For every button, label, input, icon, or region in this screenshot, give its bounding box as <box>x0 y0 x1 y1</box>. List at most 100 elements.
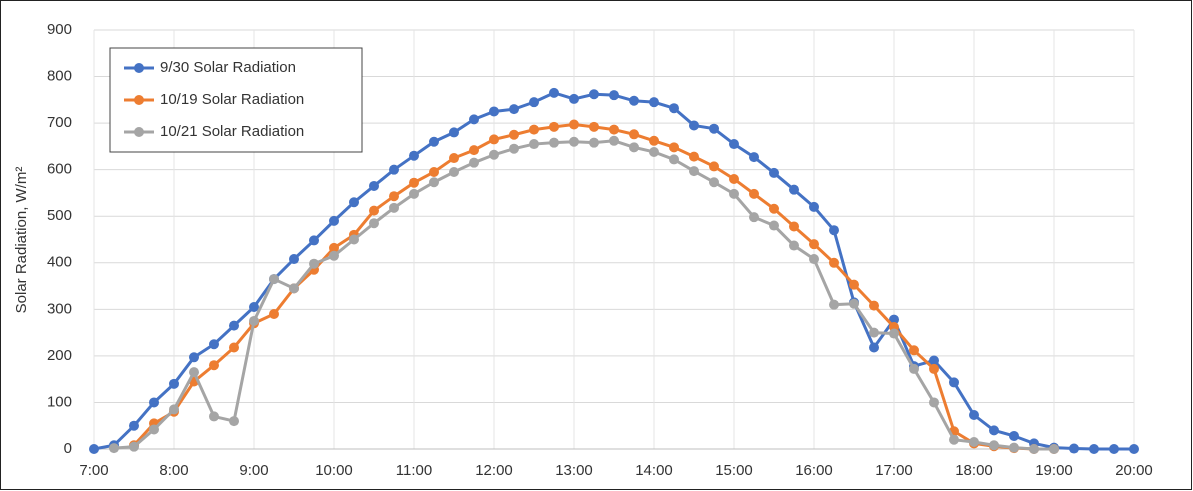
data-point <box>949 434 959 445</box>
data-point <box>649 97 659 108</box>
y-axis-label: Solar Radiation, W/m² <box>13 167 30 314</box>
data-point <box>469 157 479 168</box>
data-point <box>929 397 939 408</box>
data-point <box>269 308 279 319</box>
data-point <box>209 339 219 350</box>
x-tick-label: 18:00 <box>955 462 993 479</box>
data-point <box>709 177 719 188</box>
x-tick-label: 15:00 <box>715 462 753 479</box>
data-point <box>1009 442 1019 453</box>
data-point <box>789 221 799 232</box>
data-point <box>1109 444 1119 454</box>
data-point <box>729 188 739 199</box>
data-point <box>589 137 599 148</box>
data-point <box>609 90 619 101</box>
data-point <box>789 240 799 251</box>
data-point <box>229 342 239 353</box>
data-point <box>289 283 299 294</box>
x-tick-label: 10:00 <box>315 462 353 479</box>
x-tick-label: 8:00 <box>159 462 188 479</box>
data-point <box>209 411 219 422</box>
data-point <box>509 143 519 154</box>
data-point <box>389 164 399 175</box>
data-point <box>589 121 599 132</box>
data-point <box>329 215 339 226</box>
data-point <box>249 315 259 326</box>
data-point <box>589 89 599 100</box>
data-point <box>989 425 999 436</box>
data-point <box>349 234 359 245</box>
data-point <box>469 114 479 125</box>
data-point <box>449 127 459 138</box>
data-point <box>769 167 779 178</box>
data-point <box>309 258 319 269</box>
data-point <box>929 363 939 374</box>
data-point <box>849 279 859 290</box>
data-point <box>609 124 619 135</box>
data-point <box>429 136 439 147</box>
data-point <box>909 345 919 356</box>
data-point <box>529 97 539 108</box>
data-point <box>429 177 439 188</box>
x-tick-label: 20:00 <box>1115 462 1153 479</box>
legend-marker <box>134 95 144 105</box>
y-tick-label: 800 <box>47 68 72 85</box>
data-point <box>1089 444 1099 454</box>
y-tick-label: 500 <box>47 207 72 224</box>
data-point <box>669 142 679 153</box>
data-point <box>729 139 739 150</box>
y-tick-label: 400 <box>47 254 72 271</box>
legend-label: 10/21 Solar Radiation <box>160 123 304 140</box>
data-point <box>829 299 839 310</box>
data-point <box>509 104 519 115</box>
data-point <box>629 95 639 106</box>
data-point <box>89 444 99 454</box>
data-point <box>229 320 239 331</box>
legend-marker <box>134 127 144 137</box>
data-point <box>169 404 179 415</box>
y-tick-label: 100 <box>47 393 72 410</box>
data-point <box>409 150 419 161</box>
data-point <box>329 250 339 261</box>
x-tick-label: 14:00 <box>635 462 673 479</box>
data-point <box>629 142 639 153</box>
data-point <box>629 129 639 140</box>
data-point <box>169 378 179 389</box>
data-point <box>1029 444 1039 454</box>
data-point <box>349 197 359 208</box>
data-point <box>549 121 559 132</box>
x-tick-label: 7:00 <box>79 462 108 479</box>
data-point <box>649 135 659 146</box>
data-point <box>369 205 379 216</box>
data-point <box>689 166 699 177</box>
data-point <box>889 328 899 339</box>
data-point <box>489 134 499 145</box>
data-point <box>569 93 579 104</box>
x-tick-label: 16:00 <box>795 462 833 479</box>
x-tick-label: 13:00 <box>555 462 593 479</box>
data-point <box>429 166 439 177</box>
data-point <box>729 173 739 184</box>
data-point <box>689 120 699 131</box>
data-point <box>909 363 919 374</box>
data-point <box>769 203 779 214</box>
data-point <box>969 410 979 421</box>
y-tick-label: 900 <box>47 21 72 38</box>
data-point <box>269 274 279 285</box>
y-tick-label: 0 <box>64 440 72 457</box>
data-point <box>149 397 159 408</box>
data-point <box>509 129 519 140</box>
x-tick-label: 11:00 <box>396 462 432 479</box>
series-line <box>113 139 1054 451</box>
data-point <box>609 135 619 146</box>
data-point <box>569 136 579 147</box>
data-point <box>969 437 979 448</box>
data-point <box>449 166 459 177</box>
data-point <box>1049 444 1059 454</box>
data-point <box>869 342 879 353</box>
data-point <box>469 145 479 156</box>
data-point <box>389 202 399 213</box>
data-point <box>669 103 679 114</box>
